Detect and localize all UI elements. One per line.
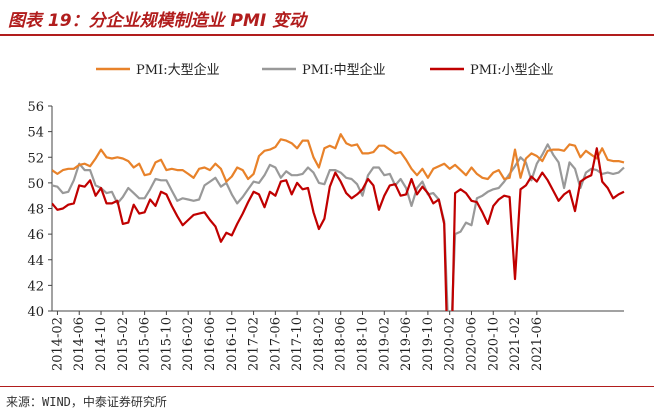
- legend-label-0: PMI:大型企业: [136, 62, 220, 78]
- x-tick-label: 2020-02: [443, 317, 458, 371]
- x-tick-label: 2019-10: [421, 317, 436, 371]
- x-tick-label: 2020-06: [464, 317, 479, 371]
- x-tick-label: 2017-10: [290, 317, 305, 371]
- pmi-line-chart: 40 42 44 46 48 50 52 54 56 2014-02 2014-06 2014-10 2…: [27, 62, 625, 371]
- x-tick-label: 2016-10: [225, 317, 240, 371]
- x-tick-label: 2017-02: [247, 317, 262, 371]
- y-tick-label: 54: [27, 126, 44, 141]
- x-tick-label: 2014-06: [72, 317, 87, 371]
- y-tick-label: 50: [27, 177, 44, 192]
- y-tick-label: 44: [27, 254, 44, 269]
- x-tick-label: 2019-06: [399, 317, 414, 371]
- x-tick-label: 2019-02: [377, 317, 392, 371]
- x-tick-label: 2016-06: [203, 317, 218, 371]
- y-tick-label: 42: [27, 279, 44, 294]
- title-divider: [0, 34, 654, 36]
- x-tick-label: 2021-06: [530, 317, 545, 371]
- x-tick-label: 2018-06: [334, 317, 349, 371]
- y-tick-label: 48: [27, 203, 44, 218]
- x-tick-label: 2018-02: [312, 317, 327, 371]
- figure-title: 图表 19：分企业规模制造业 PMI 变动: [8, 11, 307, 31]
- series-line-2: [52, 147, 625, 311]
- legend-label-2: PMI:小型企业: [470, 62, 554, 78]
- x-tick-label: 2021-02: [508, 317, 523, 371]
- x-tick-label: 2016-02: [181, 317, 196, 371]
- y-tick-label: 40: [27, 305, 44, 320]
- x-tick-label: 2020-10: [486, 317, 501, 371]
- source-divider: [0, 386, 654, 387]
- legend-label-1: PMI:中型企业: [302, 62, 386, 78]
- x-tick-label: 2015-06: [138, 317, 153, 371]
- x-tick-label: 2014-10: [94, 317, 109, 371]
- x-tick-label: 2015-10: [159, 317, 174, 371]
- y-tick-label: 52: [27, 151, 44, 166]
- x-tick-label: 2015-02: [116, 317, 131, 371]
- source-note: 来源：WIND，中泰证券研究所: [6, 395, 167, 409]
- y-tick-label: 46: [27, 228, 44, 243]
- x-tick-label: 2014-02: [50, 317, 65, 371]
- y-tick-label: 56: [27, 100, 44, 115]
- x-tick-label: 2018-10: [356, 317, 371, 371]
- x-tick-label: 2017-06: [268, 317, 283, 371]
- series-line-0: [52, 133, 625, 183]
- series-line-1: [52, 143, 625, 311]
